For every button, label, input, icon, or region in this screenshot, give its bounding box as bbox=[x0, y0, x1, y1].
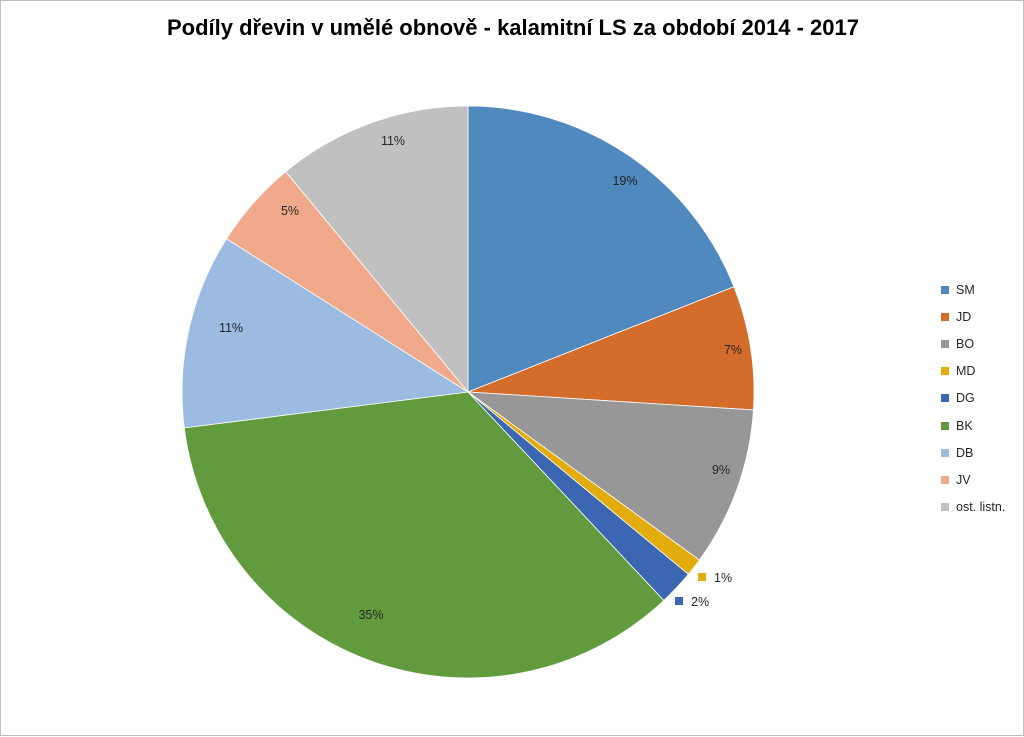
legend-item: JV bbox=[941, 466, 1005, 493]
legend-label: JV bbox=[956, 472, 971, 487]
legend-item: ost. listn. bbox=[941, 494, 1005, 521]
data-label-db: 11% bbox=[219, 321, 243, 335]
legend-swatch bbox=[941, 285, 949, 294]
legend-label: DG bbox=[956, 391, 975, 406]
legend-swatch bbox=[941, 394, 949, 403]
legend-item: BK bbox=[941, 412, 1005, 439]
legend-item: DG bbox=[941, 385, 1005, 412]
legend-swatch bbox=[941, 421, 949, 430]
data-label-jv: 5% bbox=[281, 204, 299, 218]
legend-label: JD bbox=[956, 309, 972, 324]
data-label-jd: 7% bbox=[724, 343, 742, 357]
legend-item: MD bbox=[941, 358, 1005, 385]
legend: SM JD BO MD DG BK DB JV ost. listn. bbox=[941, 276, 1005, 521]
data-label-bo: 9% bbox=[712, 463, 730, 477]
legend-swatch bbox=[941, 339, 949, 348]
data-label-dg: 2% bbox=[691, 595, 709, 609]
legend-swatch bbox=[941, 367, 949, 376]
legend-swatch bbox=[941, 448, 949, 457]
legend-swatch bbox=[941, 312, 949, 321]
legend-label: DB bbox=[956, 445, 974, 460]
data-label-key-3 bbox=[698, 573, 706, 581]
pie-slice-sm bbox=[467, 105, 735, 393]
data-label-bk: 35% bbox=[358, 608, 383, 622]
chart-title: Podíly dřevin v umělé obnově - kalamitní… bbox=[167, 15, 859, 40]
legend-label: BK bbox=[956, 418, 973, 433]
pie-slice-bk bbox=[183, 391, 665, 679]
legend-swatch bbox=[941, 503, 949, 512]
legend-item: JD bbox=[941, 303, 1005, 330]
legend-item: SM bbox=[941, 276, 1005, 303]
legend-item: BO bbox=[941, 330, 1005, 357]
pie-slice-bo bbox=[466, 391, 754, 561]
legend-item: DB bbox=[941, 439, 1005, 466]
legend-label: BO bbox=[956, 336, 975, 351]
data-label-sm: 19% bbox=[612, 174, 637, 188]
legend-label: MD bbox=[956, 364, 976, 379]
pie-slice-ost-listn bbox=[285, 105, 469, 394]
legend-label: SM bbox=[956, 282, 975, 297]
pie-slice-jd bbox=[467, 286, 755, 411]
legend-label: ost. listn. bbox=[956, 500, 1006, 515]
pie-slice-db bbox=[181, 238, 470, 429]
data-label-md: 1% bbox=[714, 571, 732, 585]
legend-swatch bbox=[941, 475, 949, 484]
data-label-key-4 bbox=[675, 597, 683, 605]
data-label-ost-listn: 11% bbox=[381, 134, 405, 148]
